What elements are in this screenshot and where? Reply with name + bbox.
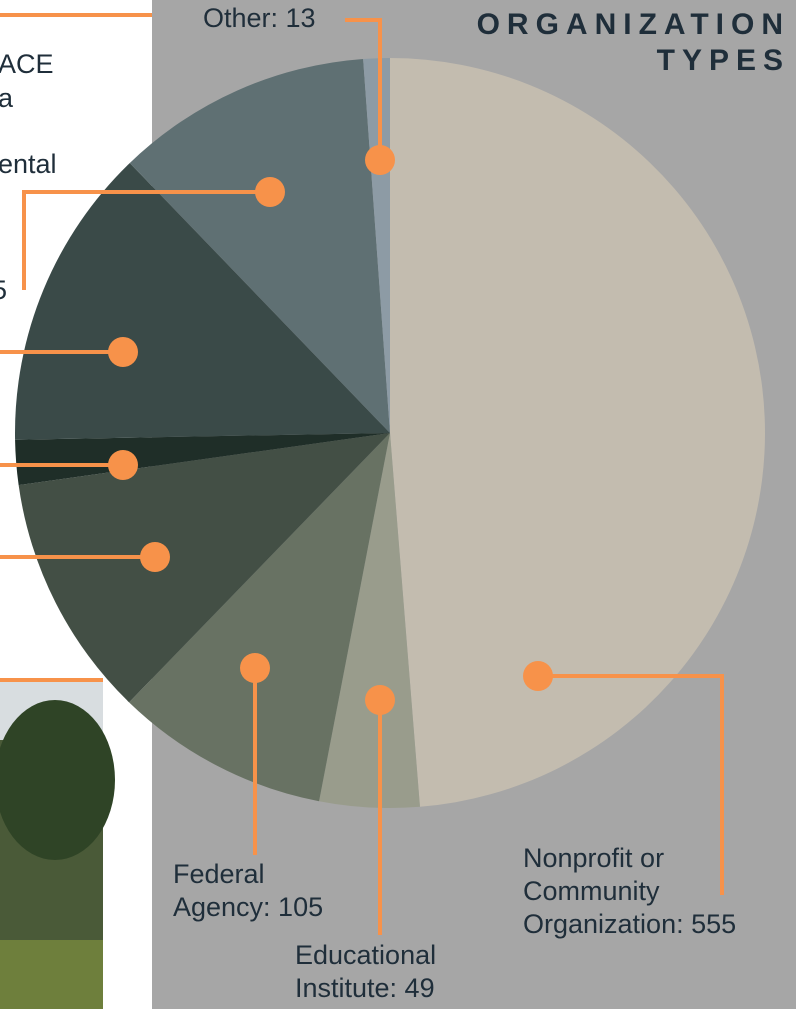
data-label: Nonprofit or xyxy=(523,843,664,873)
data-label: Other: 13 xyxy=(203,3,316,33)
cropped-text: a xyxy=(0,83,14,113)
leader-dot xyxy=(108,337,138,367)
photo-grass xyxy=(0,940,103,1009)
leader-dot xyxy=(365,145,395,175)
pie-slice xyxy=(390,58,766,807)
pie-slice xyxy=(15,162,391,440)
data-label: Educational xyxy=(295,940,436,970)
chart-title: ORGANIZATION xyxy=(477,8,790,41)
data-label: Agency: 105 xyxy=(173,892,323,922)
cropped-text: 5 xyxy=(0,275,7,305)
photo-trees xyxy=(0,700,115,860)
leader-line xyxy=(345,18,382,160)
chart-title: TYPES xyxy=(657,44,790,77)
leader-dot xyxy=(240,653,270,683)
leader-line xyxy=(22,190,270,290)
pie-slice xyxy=(129,58,390,433)
pie-slice xyxy=(18,433,391,703)
data-label: Institute: 49 xyxy=(295,973,435,1003)
leader-dot xyxy=(365,685,395,715)
leader-dot xyxy=(523,661,553,691)
leader-line xyxy=(538,674,724,895)
pie-slice xyxy=(319,433,420,808)
data-label: Community xyxy=(523,876,660,906)
pie-slice xyxy=(129,433,391,802)
leader-dot xyxy=(140,542,170,572)
leader-dot xyxy=(108,450,138,480)
cropped-text: ental xyxy=(0,149,57,179)
cropped-text: ACE xyxy=(0,49,54,79)
pie-slice xyxy=(15,433,390,486)
leader-dot xyxy=(255,177,285,207)
data-label: Federal xyxy=(173,859,265,889)
data-label: Organization: 555 xyxy=(523,909,736,939)
